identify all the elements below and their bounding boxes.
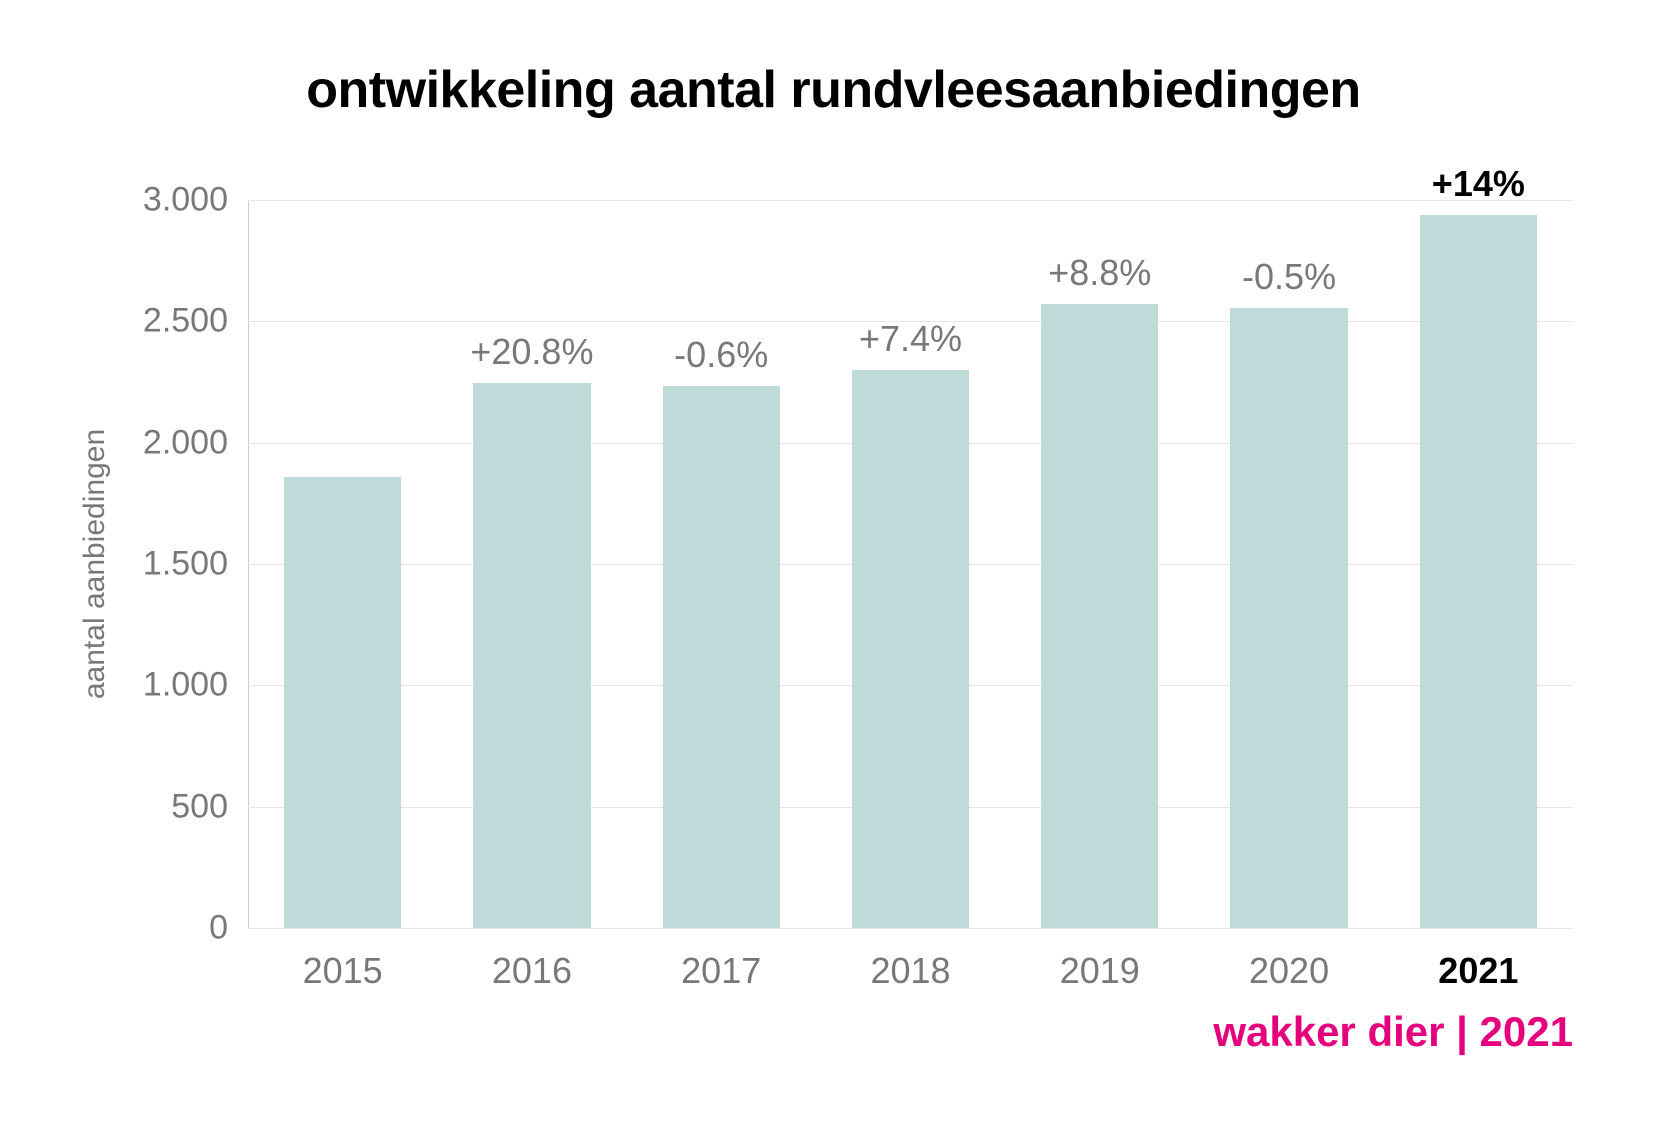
y-axis-label: aantal aanbiedingen — [78, 429, 112, 699]
y-tick-label: 0 — [128, 909, 228, 948]
y-tick-label: 2.500 — [128, 302, 228, 341]
gridline — [248, 928, 1573, 929]
bar-value-label: -0.5% — [1242, 256, 1336, 298]
x-tick-label: 2021 — [1438, 950, 1518, 992]
x-tick-label: 2015 — [303, 950, 383, 992]
chart-title: ontwikkeling aantal rundvleesaanbiedinge… — [0, 60, 1667, 120]
x-tick-label: 2019 — [1060, 950, 1140, 992]
attribution-text: wakker dier | 2021 — [1213, 1008, 1573, 1056]
x-tick-label: 2018 — [870, 950, 950, 992]
bar-value-label: +20.8% — [470, 331, 593, 373]
gridline — [248, 200, 1573, 201]
bar — [663, 386, 780, 928]
plot-region: 05001.0001.5002.0002.5003.0002015+20.8%2… — [248, 200, 1573, 928]
bar — [473, 383, 590, 928]
x-tick-label: 2020 — [1249, 950, 1329, 992]
bar — [1041, 304, 1158, 928]
bar — [852, 370, 969, 928]
bar — [1420, 215, 1537, 928]
y-tick-label: 1.000 — [128, 666, 228, 705]
bar — [284, 477, 401, 928]
y-tick-label: 3.000 — [128, 181, 228, 220]
bar-value-label: +14% — [1432, 163, 1525, 205]
chart-area: 05001.0001.5002.0002.5003.0002015+20.8%2… — [248, 200, 1573, 928]
x-tick-label: 2017 — [681, 950, 761, 992]
bar-value-label: -0.6% — [674, 334, 768, 376]
y-tick-label: 1.500 — [128, 545, 228, 584]
bar-value-label: +7.4% — [859, 318, 962, 360]
bar — [1230, 308, 1347, 928]
bar-value-label: +8.8% — [1048, 252, 1151, 294]
x-tick-label: 2016 — [492, 950, 572, 992]
y-tick-label: 2.000 — [128, 423, 228, 462]
y-tick-label: 500 — [128, 787, 228, 826]
